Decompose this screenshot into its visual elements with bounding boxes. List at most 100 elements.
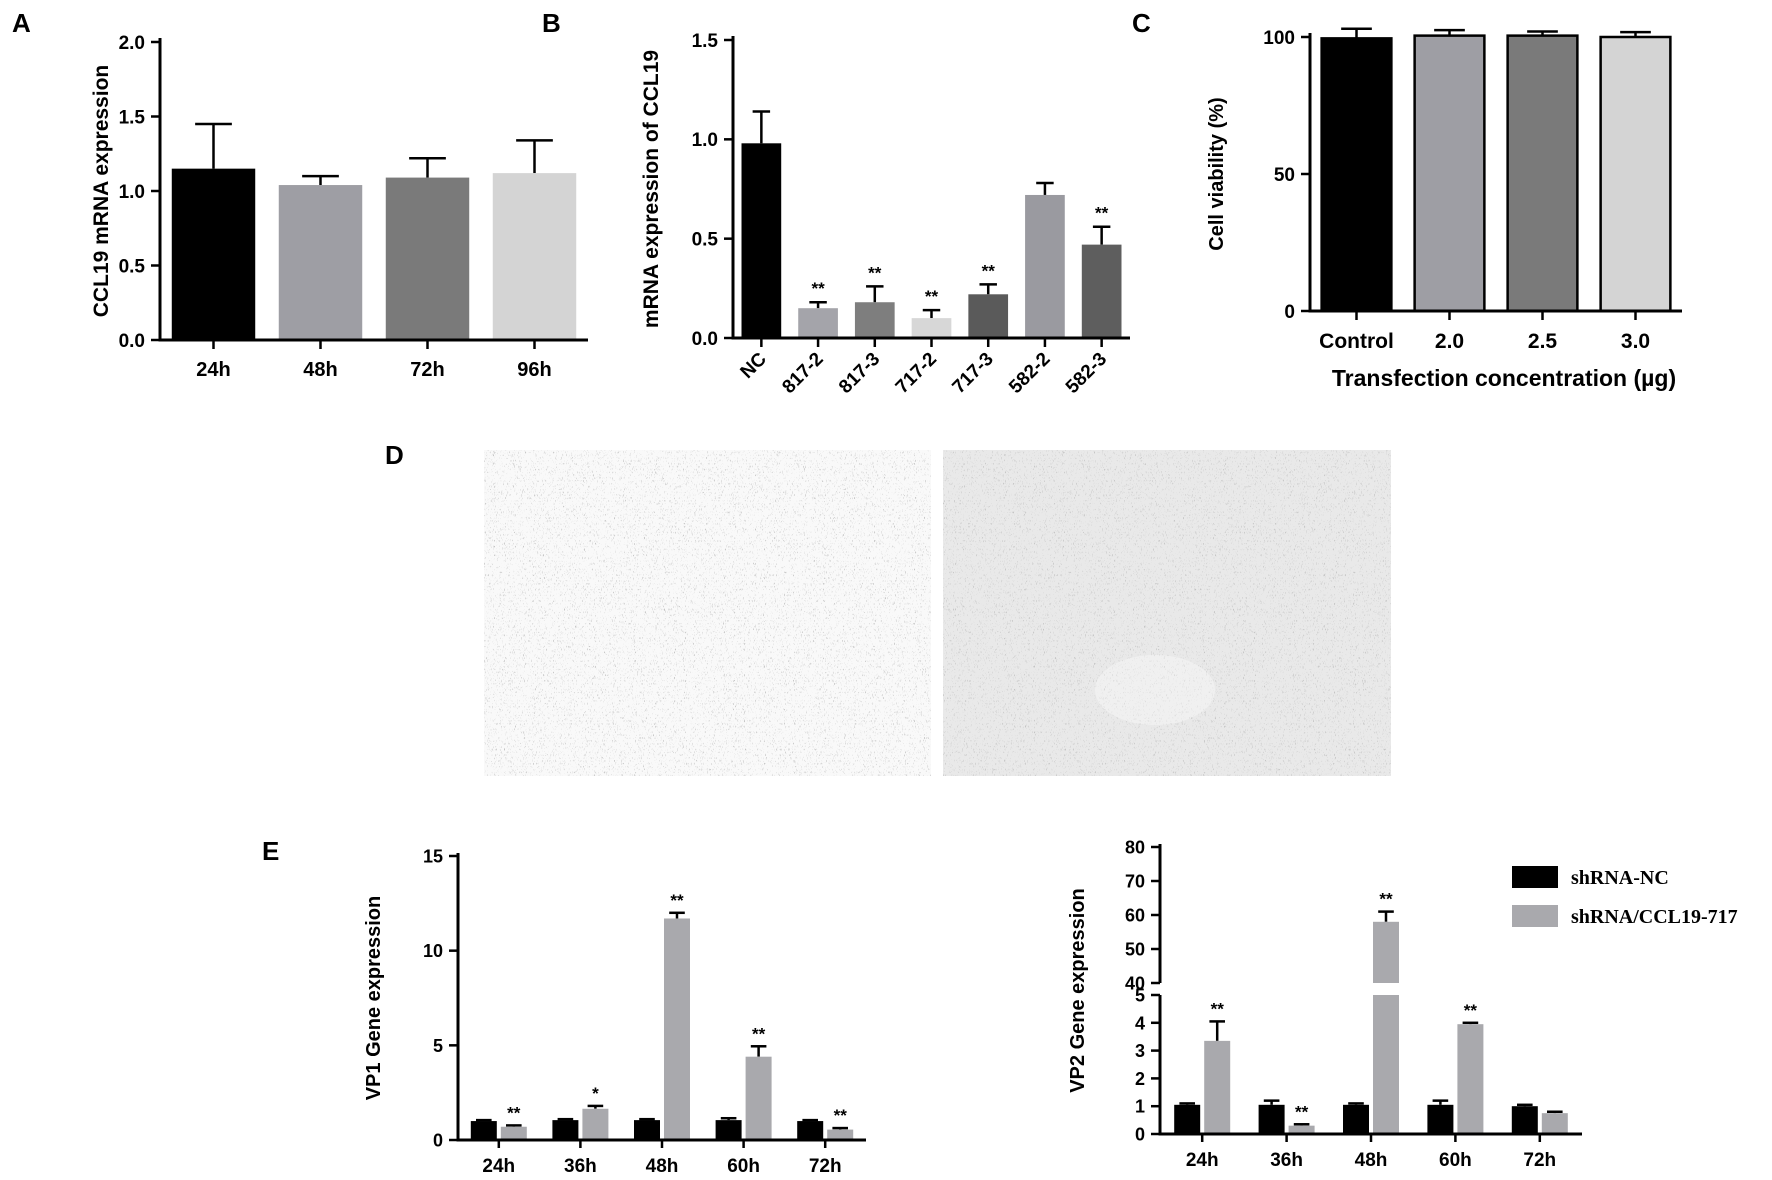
y-tick-label: 10: [423, 941, 443, 961]
bar-shrna-nc-36h: [1258, 1104, 1285, 1134]
y-tick-label: 0.5: [119, 256, 146, 277]
panel-letter-b: B: [542, 8, 561, 38]
bar-817-3: [854, 302, 895, 338]
axes: [1308, 33, 1682, 313]
y-tick-label: 0: [1284, 302, 1295, 323]
significance-36h: *: [592, 1084, 599, 1103]
bar-817-2: [798, 308, 838, 338]
x-tick-label-72h: 72h: [410, 359, 444, 381]
bar-72h: [385, 177, 470, 340]
x-tick-label-817-2: 817-2: [778, 349, 827, 398]
significance-60h: **: [752, 1024, 766, 1043]
bar-717-2: [911, 318, 952, 338]
chart-e-vp1: ** 24h * 36h ** 48h ** 60h ** 72h 0 5 10 15 VP1 Gene e…: [363, 846, 866, 1177]
x-tick-label-96h: 96h: [517, 359, 551, 381]
significance-817-3: **: [868, 263, 882, 282]
x-tick-label-24h: 24h: [196, 359, 230, 381]
bar-shrna-ccl19-717-48h-lower: [1373, 995, 1399, 1134]
y-tick-label: 0: [433, 1130, 443, 1150]
x-tick-label-48h: 48h: [1355, 1150, 1388, 1171]
y-tick-label: 0.0: [119, 331, 145, 352]
bar-2-5: [1506, 34, 1579, 313]
y-tick-label: 0: [1135, 1124, 1145, 1144]
y-tick-label: 60: [1125, 905, 1145, 925]
x-tick-label-nc: NC: [737, 348, 771, 382]
y-tick-label: 0.5: [692, 230, 719, 251]
panel-letter-e: E: [262, 836, 279, 866]
significance-582-3: **: [1095, 204, 1109, 223]
x-tick-label-36h: 36h: [564, 1156, 597, 1177]
chart-b: 0.0 0.5 1.0 1.5 NC ** 817-2 ** 817-3 ** 717-2 ** 717…: [640, 31, 1130, 398]
axes: [158, 38, 588, 342]
bar-717-3: [968, 294, 1009, 338]
x-tick-label-817-3: 817-3: [835, 349, 884, 398]
y-tick-label: 1.0: [119, 182, 145, 203]
x-tick-label-60h: 60h: [1439, 1150, 1472, 1171]
panel-letter-c: C: [1132, 8, 1151, 38]
legend: shRNA-NC shRNA/CCL19-717: [1512, 866, 1738, 928]
bar-shrna-nc-72h: [797, 1121, 824, 1140]
significance-24h: **: [507, 1103, 521, 1122]
y-tick-label: 15: [423, 846, 443, 866]
bar-shrna-nc-48h: [1343, 1104, 1369, 1134]
significance-24h: **: [1211, 999, 1225, 1018]
y-axis-label: CCL19 mRNA expression: [90, 65, 113, 317]
bar-shrna-nc-72h: [1511, 1106, 1538, 1134]
y-tick-label: 2.0: [119, 33, 145, 54]
bar-nc: [741, 143, 782, 338]
significance-717-2: **: [925, 287, 939, 306]
y-tick-label: 1.5: [119, 107, 146, 128]
x-tick-label-48h: 48h: [303, 359, 337, 381]
bar-shrna-nc-48h: [634, 1120, 660, 1140]
legend-swatch-shrna-ccl19-717: [1512, 905, 1558, 927]
chart-a: 0.0 0.5 1.0 1.5 2.0 24h 48h 72h 96h CCL19 mRNA ex…: [90, 33, 588, 381]
bar-shrna-nc-36h: [552, 1120, 579, 1140]
panel-letter-a: A: [12, 8, 31, 38]
y-tick-label: 1.0: [692, 130, 718, 151]
bar-shrna-nc-60h: [715, 1120, 742, 1140]
bar-shrna-ccl19-717-24h: [500, 1126, 527, 1140]
x-tick-label-control: Control: [1319, 330, 1394, 353]
y-axis-label: mRNA expression of CCL19: [640, 50, 663, 328]
y-axis-label: VP1 Gene expression: [363, 896, 385, 1101]
y-tick-label: 3: [1135, 1041, 1145, 1061]
bar-shrna-ccl19-717-48h-upper: [1373, 921, 1399, 983]
x-tick-label-582-2: 582-2: [1005, 349, 1054, 398]
significance-36h: **: [1295, 1102, 1309, 1121]
y-tick-label: 80: [1125, 837, 1145, 857]
bar-582-3: [1081, 244, 1122, 338]
bar-control: [1320, 37, 1393, 313]
y-tick-label: 50: [1125, 939, 1145, 959]
y-tick-label: 1.5: [692, 31, 719, 52]
y-tick-label: 40: [1125, 973, 1145, 993]
chart-e-vp2: ** 24h ** 36h ** 48h ** 60h 72h 0 1 2 3 4 540 50 60 70 80 V…: [1067, 837, 1582, 1171]
bar-shrna-ccl19-717-72h: [1541, 1113, 1568, 1134]
y-tick-label: 2: [1135, 1069, 1145, 1089]
bar-3-0: [1599, 35, 1672, 313]
legend-label-shrna-nc: shRNA-NC: [1571, 867, 1669, 889]
y-tick-label: 5: [433, 1036, 443, 1056]
significance-817-2: **: [811, 279, 825, 298]
micrograph-right: [943, 450, 1391, 776]
y-tick-label: 100: [1263, 28, 1295, 49]
significance-48h: **: [1379, 890, 1393, 909]
bar-shrna-nc-24h: [470, 1121, 497, 1140]
legend-label-shrna-ccl19-717: shRNA/CCL19-717: [1571, 906, 1738, 928]
bar-shrna-ccl19-717-48h: [664, 918, 690, 1140]
bar-shrna-ccl19-717-72h: [827, 1129, 854, 1140]
x-tick-label-2-0: 2.0: [1435, 330, 1464, 353]
x-axis-label: Transfection concentration (µg): [1332, 365, 1676, 391]
bar-582-2: [1025, 194, 1065, 338]
bar-24h: [171, 168, 256, 340]
bar-shrna-nc-24h: [1174, 1104, 1201, 1134]
bar-shrna-ccl19-717-60h: [1457, 1024, 1484, 1134]
y-tick-label: 50: [1274, 165, 1295, 186]
significance-48h: **: [670, 891, 684, 910]
x-tick-label-24h: 24h: [1186, 1150, 1219, 1171]
significance-60h: **: [1464, 1001, 1478, 1020]
bar-2-0: [1413, 34, 1486, 313]
y-tick-label: 4: [1135, 1013, 1145, 1033]
micrograph-left: [484, 450, 931, 776]
x-tick-label-717-2: 717-2: [892, 349, 941, 398]
